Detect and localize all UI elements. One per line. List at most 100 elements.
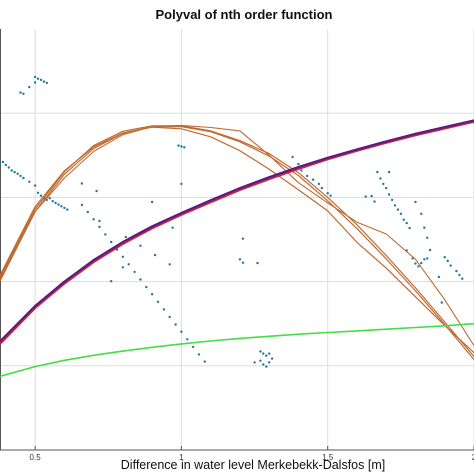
scatter-point-28: [28, 85, 31, 89]
scatter-point-109: [423, 258, 426, 261]
scatter-point-65: [180, 145, 183, 148]
scatter-point-18: [57, 203, 60, 206]
scatter-point-54: [197, 353, 201, 356]
scatter-point-123: [373, 200, 376, 203]
scatter-point-115: [458, 273, 461, 277]
scatter-point-25: [42, 80, 46, 83]
scatter-point-103: [414, 200, 417, 204]
scatter-point-93: [382, 182, 385, 186]
scatter-point-85: [306, 174, 309, 178]
scatter-point-89: [326, 192, 329, 195]
scatter-point-111: [443, 256, 446, 259]
scatter-point-73: [262, 352, 265, 355]
scatter-point-39: [110, 240, 113, 244]
scatter-point-7: [19, 174, 22, 178]
scatter-point-33: [98, 219, 101, 223]
scatter-point-125: [440, 301, 443, 304]
scatter-point-94: [385, 186, 388, 190]
scatter-point-58: [153, 253, 157, 257]
scatter-point-68: [238, 258, 242, 261]
x-tick-label-3: 2: [472, 453, 474, 462]
scatter-point-36: [92, 218, 95, 221]
fit-curve-orange-2: [0, 125, 474, 357]
x-tick-labels: 0.5 1 1.5 2: [30, 453, 474, 462]
scatter-point-122: [370, 194, 373, 198]
scatter-point-57: [139, 244, 142, 247]
scatter-point-95: [387, 193, 391, 196]
scatter-point-113: [449, 264, 452, 267]
scatter-point-69: [241, 261, 245, 264]
scatter-point-37: [98, 225, 101, 229]
x-tick-label-2: 1.5: [322, 453, 334, 462]
scatter-point-26: [45, 81, 48, 85]
scatter-point-0: [0, 162, 2, 165]
fit-curve-red: [0, 119, 474, 345]
scatter-point-99: [399, 212, 403, 215]
scatter-point-34: [80, 203, 84, 207]
scatter-point-53: [191, 345, 195, 349]
scatter-point-81: [270, 357, 274, 360]
scatter-point-116: [461, 277, 464, 280]
scatter-point-90: [329, 194, 332, 197]
scatter-point-16: [51, 200, 54, 203]
scatter-point-62: [121, 266, 125, 269]
scatter-point-51: [180, 330, 183, 333]
scatter-point-4: [10, 169, 13, 172]
scatter-point-47: [156, 300, 160, 303]
scatter-point-17: [54, 201, 57, 205]
scatter-point-92: [379, 177, 382, 180]
scatter-point-120: [417, 265, 420, 268]
scatter-point-112: [446, 259, 449, 263]
scatter-point-35: [86, 210, 90, 214]
fit-curve-purple: [0, 119, 474, 343]
scatter-point-76: [253, 361, 256, 364]
scatter-point-100: [402, 218, 405, 221]
scatter-point-77: [268, 361, 271, 364]
scatter-point-15: [48, 197, 51, 200]
scatter-point-124: [387, 170, 391, 174]
scatter-point-101: [405, 221, 408, 225]
scatter-point-119: [414, 262, 417, 265]
scatter-point-64: [177, 144, 180, 147]
scatter-point-67: [180, 182, 183, 186]
scatter-point-66: [183, 146, 186, 149]
scatter-point-30: [22, 92, 25, 96]
scatter-point-98: [396, 208, 400, 211]
scatter-point-126: [437, 275, 441, 279]
scatter-point-110: [426, 257, 429, 260]
fit-curve-orange-3: [0, 126, 474, 360]
scatter-point-60: [150, 200, 154, 204]
fit-curve-orange-1: [0, 126, 474, 354]
scatter-point-29: [19, 91, 22, 94]
scatter-point-87: [317, 182, 321, 186]
scatter-point-2: [4, 163, 8, 167]
scatter-point-107: [428, 248, 432, 252]
scatter-point-23: [36, 77, 40, 80]
scatter-point-106: [426, 236, 429, 239]
scatter-point-10: [33, 184, 37, 187]
scatter-point-42: [127, 263, 130, 266]
scatter-point-41: [121, 255, 125, 258]
scatter-point-86: [311, 178, 315, 181]
scatter-point-121: [364, 195, 367, 198]
scatter-point-38: [104, 233, 107, 236]
scatter-point-43: [133, 270, 136, 274]
scatter-point-44: [139, 278, 142, 281]
scatter-point-46: [150, 293, 154, 296]
scatter-point-31: [80, 182, 84, 185]
axis-layer: [0, 29, 474, 451]
scatter-point-48: [162, 308, 166, 311]
scatter-point-78: [262, 363, 265, 366]
scatter-point-88: [320, 186, 324, 190]
scatter-point-104: [420, 212, 423, 215]
scatter-point-105: [423, 226, 426, 229]
scatter-point-3: [7, 166, 10, 169]
scatter-point-21: [66, 208, 69, 211]
scatter-point-70: [256, 261, 259, 265]
scatter-point-91: [376, 170, 379, 174]
scatter-point-6: [16, 172, 19, 175]
scatter-point-24: [39, 78, 43, 82]
scatter-point-74: [265, 354, 268, 357]
grid-layer: [0, 29, 474, 450]
